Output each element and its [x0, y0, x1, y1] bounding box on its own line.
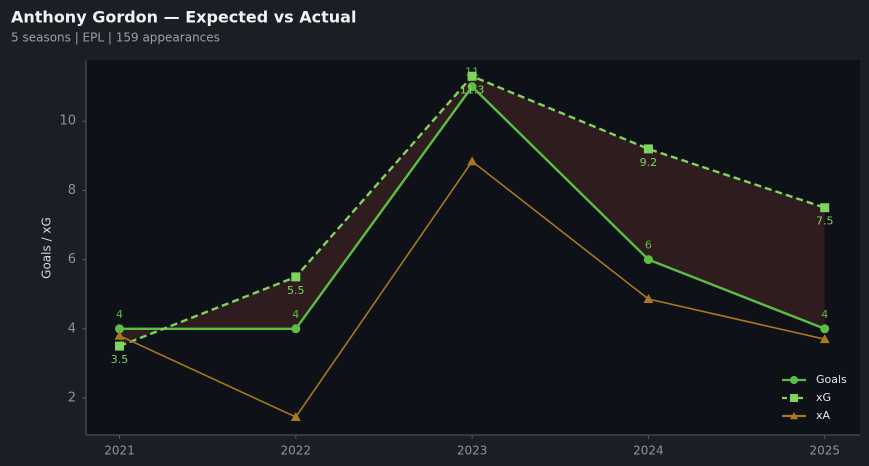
- point: [467, 82, 477, 92]
- point: [643, 144, 653, 154]
- point: [819, 334, 830, 344]
- chart-title: Anthony Gordon — Expected vs Actual: [11, 8, 356, 27]
- point: [291, 272, 301, 282]
- legend-marker: [790, 376, 798, 384]
- x-tick-label: 2023: [457, 444, 488, 458]
- legend-label: Goals: [816, 373, 847, 386]
- y-tick-label: 6: [68, 252, 76, 267]
- y-tick-label: 10: [59, 114, 76, 129]
- legend-label: xA: [816, 409, 831, 422]
- x-tick-label: 2021: [104, 444, 135, 458]
- y-axis-label: Goals / xG: [40, 217, 54, 279]
- data-label: 7.5: [816, 215, 834, 228]
- point: [643, 294, 654, 304]
- legend-label: xG: [816, 391, 831, 404]
- y-tick-label: 2: [68, 390, 76, 405]
- data-label: 6: [645, 239, 652, 252]
- legend-marker: [790, 394, 798, 402]
- y-tick-label: 4: [68, 321, 76, 336]
- point: [820, 203, 830, 213]
- chart-subtitle: 5 seasons | EPL | 159 appearances: [11, 31, 220, 45]
- data-label: 4: [821, 308, 828, 321]
- x-tick-label: 2025: [809, 444, 840, 458]
- point: [643, 255, 653, 265]
- point: [114, 324, 124, 334]
- point: [114, 341, 124, 351]
- legend-marker: [790, 412, 798, 420]
- data-label: 3.5: [111, 353, 129, 366]
- point: [290, 412, 301, 422]
- point: [820, 324, 830, 334]
- data-label: 4: [116, 308, 123, 321]
- point: [467, 156, 478, 166]
- x-tick-label: 2022: [281, 444, 312, 458]
- data-label: 11.3: [460, 83, 485, 96]
- point: [114, 330, 125, 340]
- data-label: 9.2: [640, 156, 658, 169]
- point: [291, 324, 301, 334]
- data-label: 5.5: [287, 284, 305, 297]
- data-label: 4: [292, 308, 299, 321]
- y-tick-label: 8: [68, 183, 76, 198]
- point: [467, 71, 477, 81]
- x-tick-label: 2024: [633, 444, 664, 458]
